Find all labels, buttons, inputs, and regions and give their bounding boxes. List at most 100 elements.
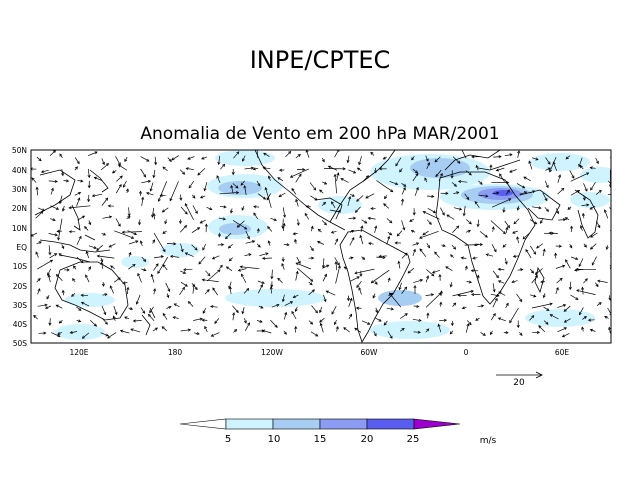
wind-vector-head: [59, 153, 63, 157]
wind-vector: [544, 180, 549, 188]
wind-vector: [96, 244, 104, 251]
wind-vector-head: [157, 270, 161, 275]
wind-vector: [504, 258, 508, 265]
wind-vector: [115, 184, 122, 194]
wind-vector: [328, 165, 338, 171]
lat-label: 50N: [12, 146, 27, 155]
wind-vector: [343, 327, 351, 333]
wind-vector-head: [398, 287, 402, 291]
wind-vector-head: [248, 253, 252, 257]
wind-vector-head: [43, 331, 47, 335]
wind-vector-head: [472, 256, 476, 260]
wind-vector-head: [162, 248, 166, 253]
wind-vector: [57, 218, 63, 240]
wind-vector: [354, 268, 375, 274]
wind-vector-head: [152, 212, 156, 217]
wind-vector-head: [262, 196, 267, 200]
wind-vector-head: [489, 164, 493, 168]
wind-vector: [570, 172, 589, 182]
wind-vector: [580, 225, 583, 231]
wind-vector: [192, 205, 198, 214]
wind-vector: [94, 177, 103, 181]
wind-vector: [479, 231, 488, 238]
wind-vector-head: [383, 322, 387, 326]
map-frame: [30, 149, 612, 344]
wind-vector-head: [331, 201, 334, 205]
wind-vector-head: [127, 213, 131, 217]
wind-vector: [133, 320, 142, 322]
wind-vector-head: [132, 319, 136, 323]
wind-vector: [413, 279, 423, 283]
wind-vector-head: [54, 233, 59, 237]
wind-vector: [241, 273, 247, 284]
wind-vector-head: [187, 156, 191, 160]
wind-vector: [583, 195, 586, 201]
lat-label: EQ: [16, 243, 27, 252]
wind-vector: [48, 245, 51, 255]
wind-vector-head: [598, 189, 602, 193]
wind-vector: [591, 256, 597, 266]
wind-vector: [358, 287, 362, 295]
wind-vector-head: [485, 253, 489, 257]
wind-vector: [596, 302, 602, 306]
wind-vector: [188, 180, 195, 189]
wind-vector-head: [122, 184, 126, 188]
lat-label: 50S: [13, 339, 28, 348]
wind-vector-head: [370, 207, 374, 211]
wind-vector: [179, 287, 185, 295]
wind-vector-head: [509, 320, 513, 324]
wind-vector-head: [492, 312, 496, 317]
wind-vector: [233, 151, 240, 159]
wind-vector: [590, 232, 598, 238]
wind-vector: [348, 298, 353, 307]
wind-vector-head: [582, 197, 586, 201]
wind-vector-head: [591, 262, 595, 266]
wind-vector-head: [333, 173, 337, 177]
wind-vector-head: [214, 320, 218, 324]
wind-vector-head: [466, 323, 470, 327]
wind-vector-head: [152, 174, 156, 179]
wind-vector: [124, 156, 128, 162]
wind-vector-head: [466, 196, 470, 201]
wind-vector-head: [346, 159, 350, 164]
wind-vector-head: [387, 277, 391, 281]
wind-vector-head: [78, 319, 82, 323]
wind-vector-head: [81, 215, 86, 219]
wind-vector: [50, 205, 59, 210]
wind-vector-head: [545, 184, 549, 189]
wind-vector-head: [270, 276, 274, 280]
wind-vector-head: [490, 331, 493, 336]
wind-vector-head: [402, 227, 406, 231]
wind-vector-head: [340, 178, 344, 181]
lon-label: 120W: [261, 348, 283, 357]
wind-vector-head: [570, 225, 574, 229]
wind-vector-head: [283, 214, 287, 218]
wind-vector: [310, 226, 314, 232]
wind-vector: [191, 227, 200, 233]
wind-vector-head: [431, 273, 435, 277]
wind-vector-head: [243, 184, 247, 189]
wind-vector: [535, 268, 543, 275]
wind-vector-head: [225, 266, 230, 270]
wind-vector-head: [172, 316, 176, 320]
wind-vector-head: [154, 327, 159, 331]
wind-vector: [49, 318, 51, 326]
wind-vector: [37, 304, 48, 307]
wind-vector-head: [194, 286, 198, 291]
wind-vector-head: [323, 181, 328, 185]
wind-vector-head: [182, 270, 187, 274]
wind-vector-head: [88, 222, 92, 226]
coast-arabia: [519, 189, 561, 221]
wind-vector: [191, 244, 198, 251]
wind-vector-head: [93, 323, 98, 327]
wind-vector-head: [502, 244, 506, 248]
wind-vector-head: [426, 328, 430, 332]
wind-vector-head: [184, 283, 188, 287]
wind-vector-head: [443, 318, 448, 322]
wind-vector-head: [296, 222, 300, 226]
wind-vector: [56, 304, 63, 309]
wind-vector-head: [57, 331, 61, 335]
wind-vector-head: [239, 265, 243, 269]
wind-vector-head: [31, 167, 33, 171]
wind-vector-head: [578, 263, 582, 268]
